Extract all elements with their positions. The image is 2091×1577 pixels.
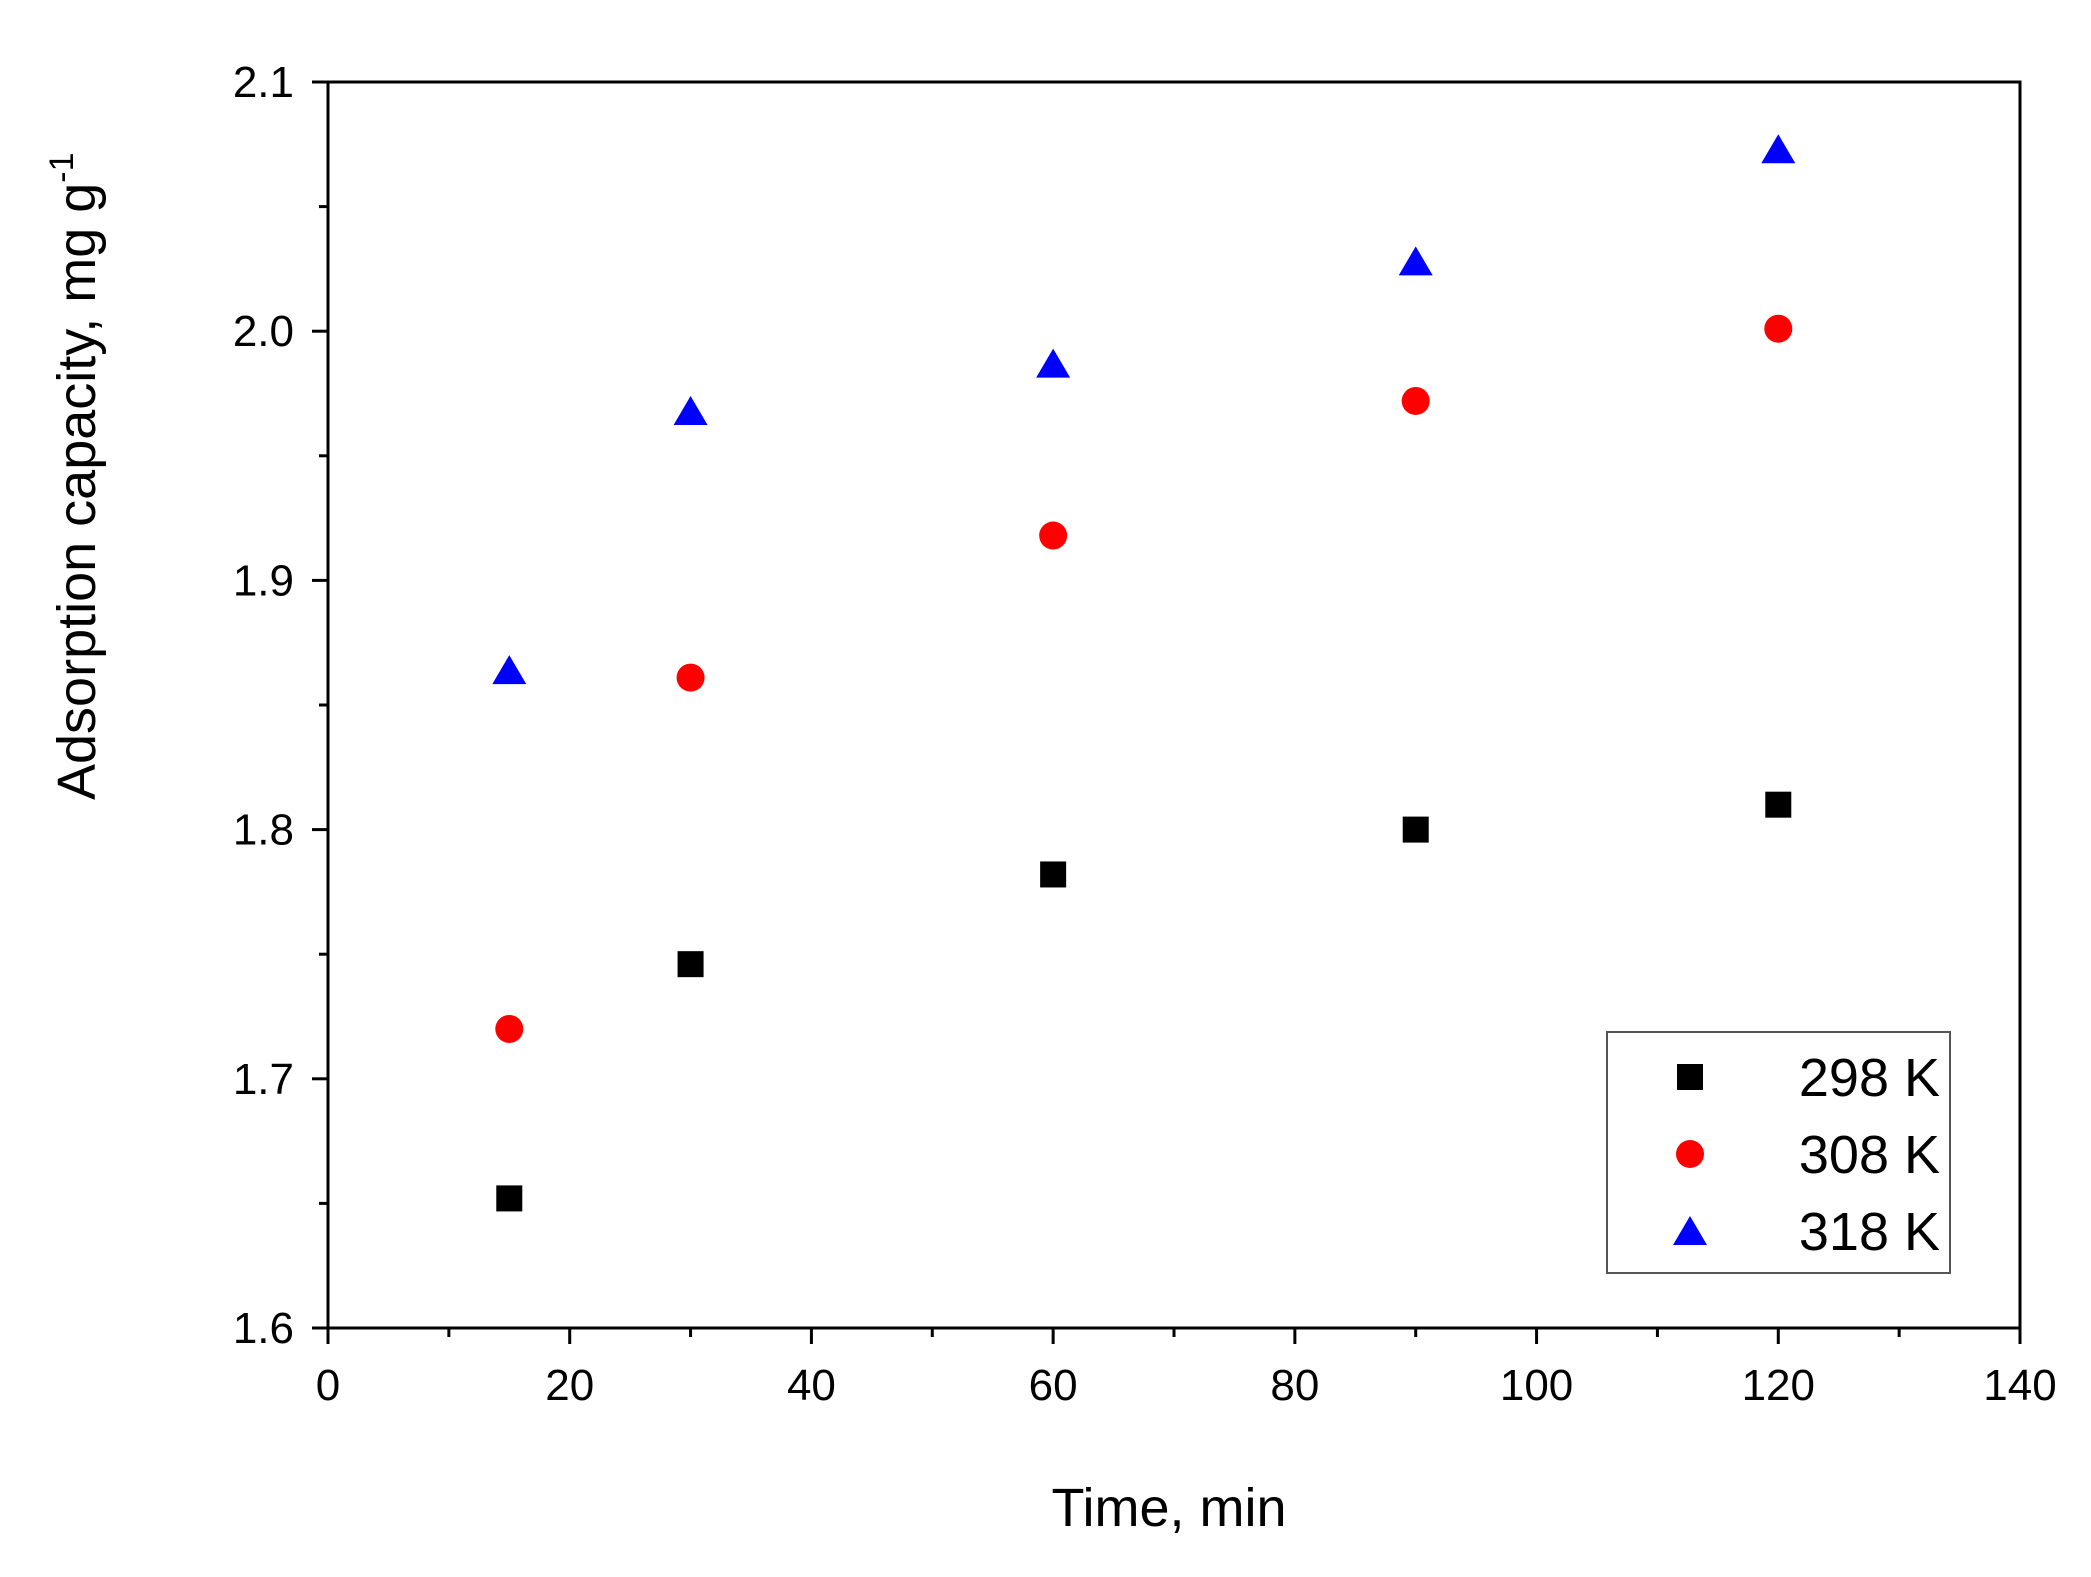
point-318k [1036,348,1071,378]
y-axis-title: Adsorption capacity, mg g-1 [43,152,107,800]
x-tick-label: 140 [1983,1361,2056,1410]
legend-box [1606,1031,1951,1274]
x-tick-label: 40 [787,1361,836,1410]
point-308k [1039,521,1068,550]
y-tick-label: 1.7 [233,1055,294,1104]
point-308k [676,663,705,692]
x-tick-label: 20 [545,1361,594,1410]
point-308k [495,1014,524,1043]
y-tick-label: 1.8 [233,806,294,855]
point-298k [677,951,704,978]
point-298k [1402,816,1429,843]
data-points [492,134,1796,1212]
point-318k [492,655,527,685]
legend-label-298k: 298 K [1799,1048,1940,1108]
x-tick-label: 80 [1270,1361,1319,1410]
point-298k [1765,791,1792,818]
legend-label-318k: 318 K [1799,1202,1940,1262]
x-tick-label: 100 [1500,1361,1573,1410]
x-tick-label: 120 [1742,1361,1815,1410]
legend-marker-298k [1677,1064,1703,1090]
y-tick-label: 1.9 [233,556,294,605]
y-axis-title-superscript: -1 [43,152,81,182]
point-308k [1764,314,1793,343]
x-axis-title: Time, min [1051,1478,1286,1538]
legend: 298 K 308 K 318 K [1606,1031,1951,1274]
y-tick-label: 2.0 [233,307,294,356]
point-318k [673,395,708,425]
legend-marker-308k [1676,1140,1704,1168]
point-318k [1761,134,1796,164]
y-axis-title-main: Adsorption capacity, mg g [47,183,107,800]
point-298k [496,1185,523,1212]
y-tick-label: 1.6 [233,1304,294,1353]
y-tick-label: 2.1 [233,58,294,107]
point-318k [1398,246,1433,276]
x-tick-label: 60 [1029,1361,1078,1410]
point-308k [1401,386,1430,415]
legend-marker-318k [1673,1216,1707,1245]
x-tick-label: 0 [316,1361,340,1410]
tick-labels: 0 20 40 60 80 100 120 140 1.6 1.7 1.8 1.9 2.0 2.1 [233,58,2057,1410]
point-298k [1040,861,1067,888]
axis-ticks [312,80,2022,1344]
legend-label-308k: 308 K [1799,1125,1940,1185]
